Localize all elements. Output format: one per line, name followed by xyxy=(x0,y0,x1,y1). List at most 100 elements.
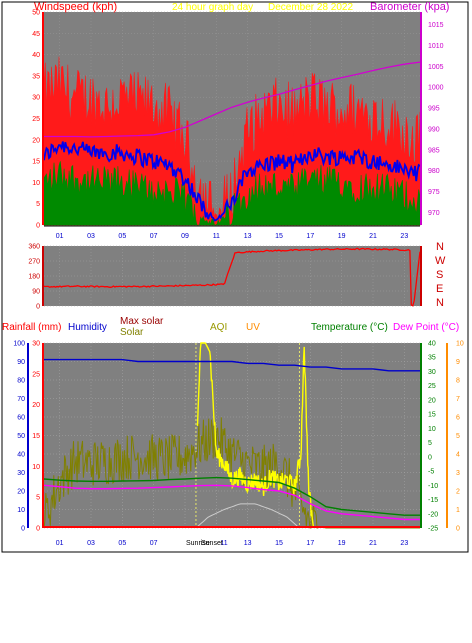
temperature-tick: -5 xyxy=(428,469,434,476)
lower-x-tick: 21 xyxy=(369,540,377,547)
lower-x-tick: 03 xyxy=(87,540,95,547)
lower-x-tick: 13 xyxy=(244,540,252,547)
wind-x-tick: 15 xyxy=(275,233,283,240)
wind-y-tick: 45 xyxy=(32,31,40,38)
temperature-tick: 10 xyxy=(428,426,436,433)
low-wind-series xyxy=(43,161,421,226)
wind-y-tick: 40 xyxy=(32,52,40,59)
wind-y-tick: 0 xyxy=(36,223,40,230)
sunset-label: Sunset xyxy=(201,540,223,547)
graph-date: December 28 2022 xyxy=(268,2,353,13)
compass-letter-n-bottom: N xyxy=(436,297,444,309)
barometer-series xyxy=(44,61,421,138)
rain-percent-tick: 50 xyxy=(17,433,25,440)
temperature-tick: -15 xyxy=(428,497,438,504)
wind-x-tick: 03 xyxy=(87,233,95,240)
barometer-tick: 1005 xyxy=(428,64,444,71)
temperature-tick: 35 xyxy=(428,355,436,362)
average-wind-series xyxy=(43,141,421,222)
dewpoint-tick: 1 xyxy=(456,507,460,514)
max-solar-legend: Max solar xyxy=(120,316,164,327)
wind-x-tick: 05 xyxy=(118,233,126,240)
aqi-series xyxy=(196,342,315,529)
barometer-tick: 1000 xyxy=(428,85,444,92)
temperature-tick: -20 xyxy=(428,511,438,518)
humidity-tick: 30 xyxy=(32,341,40,348)
lower-x-tick: 11 xyxy=(220,540,227,547)
rainfall-axis-title: Rainfall (mm) xyxy=(2,322,61,333)
temperature-tick: 25 xyxy=(428,383,436,390)
humidity-tick: 10 xyxy=(32,464,40,471)
rain-percent-tick: 40 xyxy=(17,452,25,459)
wind-x-tick: 13 xyxy=(244,233,252,240)
wind-x-tick: 07 xyxy=(150,233,158,240)
lower-x-tick: 17 xyxy=(306,540,314,547)
humidity-tick: 0 xyxy=(36,526,40,533)
temperature-tick: 0 xyxy=(428,454,432,461)
compass-letter-e: E xyxy=(436,283,443,295)
direction-y-tick: 0 xyxy=(36,304,40,311)
temperature-axis-title: Temperature (°C) xyxy=(311,322,388,333)
compass-letter-w: W xyxy=(435,255,446,267)
wind-x-tick: 01 xyxy=(56,233,64,240)
dewpoint-tick: 5 xyxy=(456,433,460,440)
barometer-tick: 985 xyxy=(428,147,440,154)
humidity-tick: 20 xyxy=(32,402,40,409)
uv-legend: UV xyxy=(246,322,260,333)
dewpoint-tick: 2 xyxy=(456,489,460,496)
wind-x-tick: 21 xyxy=(369,233,377,240)
temperature-tick: 20 xyxy=(428,397,436,404)
humidity-tick: 5 xyxy=(36,495,40,502)
direction-y-tick: 90 xyxy=(32,289,40,296)
aqi-legend: AQI xyxy=(210,322,227,333)
rain-percent-tick: 20 xyxy=(17,489,25,496)
lower-x-tick: 05 xyxy=(118,540,126,547)
dewpoint-tick: 8 xyxy=(456,378,460,385)
temperature-tick: 30 xyxy=(428,369,436,376)
barometer-tick: 1010 xyxy=(428,43,444,50)
max-solar-series xyxy=(195,503,300,529)
wind-y-tick: 10 xyxy=(32,180,40,187)
temperature-tick: 15 xyxy=(428,412,436,419)
humidity-series xyxy=(44,358,420,372)
rain-percent-tick: 10 xyxy=(17,507,25,514)
wind-x-tick: 11 xyxy=(213,233,220,240)
barometer-tick: 970 xyxy=(428,210,440,217)
humidity-axis-title: Humidity xyxy=(68,322,107,333)
rain-percent-tick: 90 xyxy=(17,359,25,366)
wind-y-tick: 5 xyxy=(36,201,40,208)
lower-plot-area xyxy=(44,343,420,528)
dewpoint-tick: 7 xyxy=(456,396,460,403)
direction-y-tick: 360 xyxy=(28,244,40,251)
lower-x-tick: 07 xyxy=(150,540,158,547)
wind-direction-series xyxy=(43,247,421,307)
dewpoint-tick: 10 xyxy=(456,341,464,348)
dewpoint-tick: 4 xyxy=(456,452,460,459)
graph-period-title: 24 hour graph day xyxy=(172,2,253,13)
wind-x-tick: 17 xyxy=(306,233,314,240)
dewpoint-series xyxy=(43,484,420,521)
dewpoint-tick: 0 xyxy=(456,526,460,533)
lower-x-tick: 01 xyxy=(56,540,64,547)
barometer-tick: 995 xyxy=(428,106,440,113)
dewpoint-axis-title: Dew Point (°C) xyxy=(393,322,459,333)
lower-x-tick: 23 xyxy=(400,540,408,547)
barometer-tick: 990 xyxy=(428,126,440,133)
temperature-tick: 40 xyxy=(428,341,436,348)
direction-y-tick: 270 xyxy=(28,259,40,266)
temperature-tick: -25 xyxy=(428,526,438,533)
wind-y-tick: 15 xyxy=(32,159,40,166)
wind-x-tick: 09 xyxy=(181,233,189,240)
dewpoint-tick: 6 xyxy=(456,415,460,422)
wind-x-tick: 19 xyxy=(338,233,346,240)
wind-x-tick: 23 xyxy=(400,233,408,240)
barometer-axis-title: Barometer (kpa) xyxy=(370,1,449,13)
solar-legend: Solar xyxy=(120,327,144,338)
humidity-tick: 15 xyxy=(32,433,40,440)
wind-y-tick: 30 xyxy=(32,95,40,102)
direction-plot-area xyxy=(44,246,420,306)
compass-letter-s: S xyxy=(436,269,443,281)
windspeed-axis-title: Windspeed (kph) xyxy=(34,1,117,13)
wind-y-tick: 35 xyxy=(32,73,40,80)
